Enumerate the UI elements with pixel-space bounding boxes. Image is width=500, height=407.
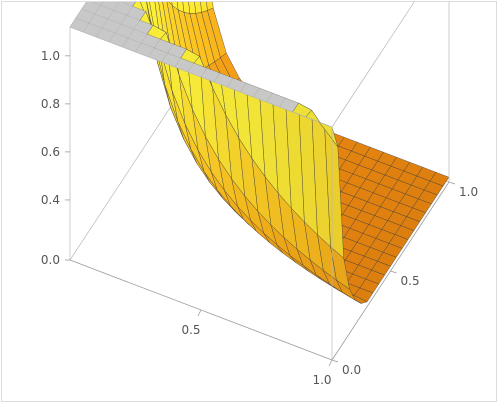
z-tick-label: 0.6: [41, 145, 60, 159]
z-tick-label: 0.8: [41, 97, 60, 111]
box-edge: [69, 81, 188, 261]
x-tick-mark: [328, 359, 333, 367]
y-tick-mark: [448, 181, 456, 185]
y-tick-label: 0.0: [342, 363, 361, 377]
axis-ticks: 0.0 0.4 0.6 0.8 1.0 0.5 1.0 0.0 0.5 1.0: [41, 49, 478, 387]
z-tick-label: 0.0: [41, 253, 60, 267]
plot-frame: 0.0 0.4 0.6 0.8 1.0 0.5 1.0 0.0 0.5 1.0: [1, 1, 497, 402]
z-tick-label: 0.4: [41, 193, 60, 207]
y-tick-label: 1.0: [459, 185, 478, 199]
box-edge: [331, 2, 415, 128]
x-tick-label: 0.5: [181, 323, 200, 337]
y-tick-label: 0.5: [401, 274, 420, 288]
x-tick-mark: [197, 309, 202, 317]
x-tick-label: 1.0: [312, 373, 331, 387]
box-edge: [69, 26, 333, 128]
y-tick-mark: [331, 359, 339, 363]
y-tick-mark: [390, 270, 397, 274]
z-tick-label: 1.0: [41, 49, 60, 63]
surface-mesh: [69, 2, 450, 304]
